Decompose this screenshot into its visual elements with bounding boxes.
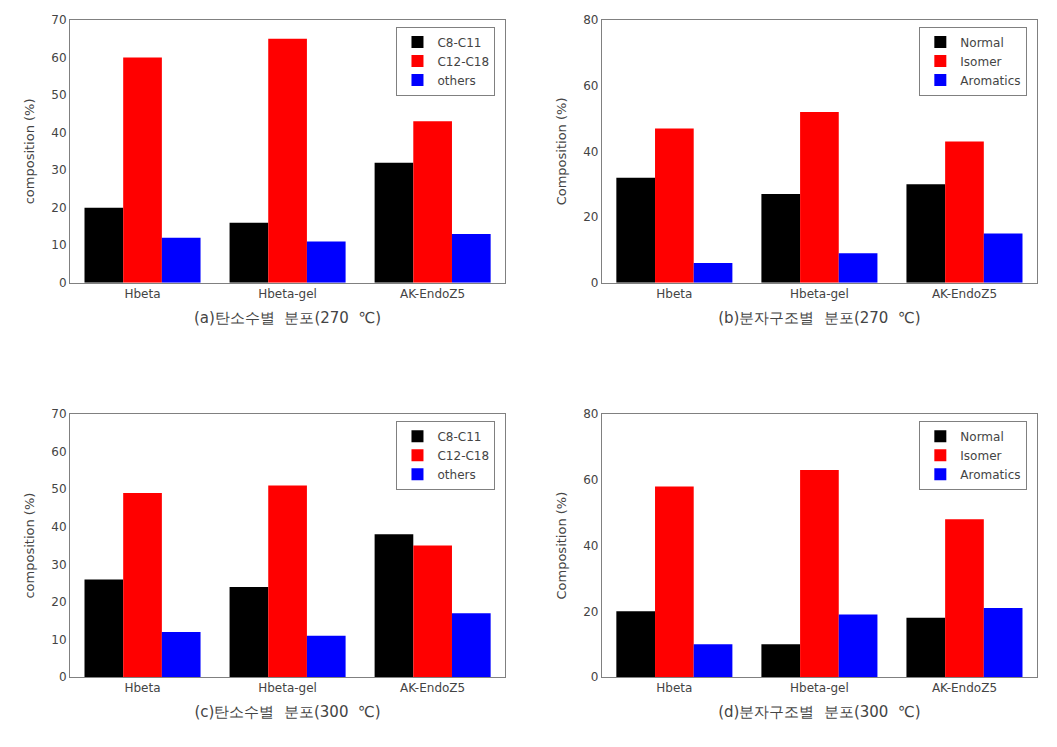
svg-text:10: 10 [51, 633, 66, 647]
svg-text:40: 40 [51, 126, 66, 140]
svg-text:AK-EndoZ5: AK-EndoZ5 [400, 681, 465, 695]
svg-text:C12-C18: C12-C18 [437, 55, 489, 69]
svg-text:others: others [437, 74, 475, 88]
svg-text:Normal: Normal [960, 36, 1003, 50]
svg-text:0: 0 [59, 670, 67, 684]
svg-text:Hbeta: Hbeta [124, 681, 160, 695]
svg-text:others: others [437, 468, 475, 482]
svg-text:50: 50 [51, 88, 66, 102]
svg-text:80: 80 [583, 407, 598, 421]
svg-text:composition (%): composition (%) [22, 493, 37, 599]
svg-text:40: 40 [583, 145, 598, 159]
svg-text:40: 40 [583, 539, 598, 553]
svg-text:20: 20 [583, 210, 598, 224]
svg-text:70: 70 [51, 407, 66, 421]
svg-text:Isomer: Isomer [960, 449, 1001, 463]
svg-text:0: 0 [591, 276, 599, 290]
svg-text:30: 30 [51, 163, 66, 177]
svg-text:composition (%): composition (%) [22, 98, 37, 204]
svg-text:(a)탄소수별 분포(270 ℃): (a)탄소수별 분포(270 ℃) [194, 309, 381, 327]
svg-text:AK-EndoZ5: AK-EndoZ5 [400, 287, 465, 301]
svg-text:Hbeta-gel: Hbeta-gel [790, 681, 849, 695]
svg-text:20: 20 [51, 201, 66, 215]
svg-text:80: 80 [583, 13, 598, 27]
svg-text:0: 0 [59, 276, 67, 290]
svg-text:60: 60 [583, 473, 598, 487]
svg-text:Hbeta-gel: Hbeta-gel [258, 287, 317, 301]
svg-text:AK-EndoZ5: AK-EndoZ5 [932, 287, 997, 301]
svg-text:30: 30 [51, 558, 66, 572]
svg-text:Composition (%): Composition (%) [554, 97, 569, 205]
svg-text:Isomer: Isomer [960, 55, 1001, 69]
svg-text:20: 20 [51, 595, 66, 609]
svg-text:Hbeta-gel: Hbeta-gel [258, 681, 317, 695]
svg-text:C12-C18: C12-C18 [437, 449, 489, 463]
svg-text:10: 10 [51, 238, 66, 252]
svg-text:(b)분자구조별 분포(270 ℃): (b)분자구조별 분포(270 ℃) [718, 309, 920, 327]
svg-text:Hbeta: Hbeta [656, 681, 692, 695]
svg-text:Hbeta: Hbeta [656, 287, 692, 301]
svg-text:40: 40 [51, 520, 66, 534]
svg-text:20: 20 [583, 605, 598, 619]
svg-text:60: 60 [51, 445, 66, 459]
svg-text:60: 60 [51, 51, 66, 65]
svg-text:0: 0 [591, 670, 599, 684]
svg-text:Aromatics: Aromatics [960, 468, 1020, 482]
svg-text:60: 60 [583, 79, 598, 93]
svg-text:Hbeta-gel: Hbeta-gel [790, 287, 849, 301]
svg-text:Composition (%): Composition (%) [554, 492, 569, 600]
svg-text:50: 50 [51, 482, 66, 496]
svg-text:70: 70 [51, 13, 66, 27]
svg-text:Normal: Normal [960, 430, 1003, 444]
svg-text:(c)탄소수별 분포(300 ℃): (c)탄소수별 분포(300 ℃) [194, 703, 380, 721]
svg-text:C8-C11: C8-C11 [437, 36, 481, 50]
svg-text:C8-C11: C8-C11 [437, 430, 481, 444]
svg-text:Hbeta: Hbeta [124, 287, 160, 301]
svg-text:AK-EndoZ5: AK-EndoZ5 [932, 681, 997, 695]
svg-text:Aromatics: Aromatics [960, 74, 1020, 88]
svg-text:(d)분자구조별 분포(300 ℃): (d)분자구조별 분포(300 ℃) [718, 703, 920, 721]
